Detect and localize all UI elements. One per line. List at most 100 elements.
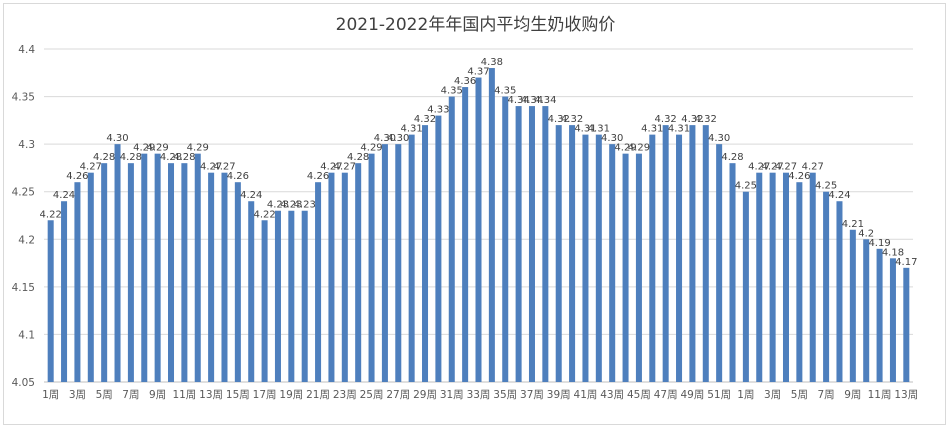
data-label: 4.29 — [628, 143, 650, 154]
x-tick-label: 45周 — [627, 389, 651, 401]
bar — [662, 125, 669, 382]
x-tick-label: 33周 — [467, 389, 491, 401]
bar — [208, 172, 215, 382]
data-label: 4.28 — [173, 152, 195, 163]
data-label: 4.31 — [574, 124, 596, 135]
data-labels: 4.224.244.264.274.284.304.284.294.294.28… — [40, 57, 918, 268]
bar — [756, 172, 763, 382]
bar — [863, 239, 870, 382]
data-label: 4.29 — [133, 143, 155, 154]
x-tick-label: 3周 — [69, 389, 86, 401]
bar — [515, 106, 522, 382]
y-tick-label: 4.3 — [18, 139, 35, 151]
bar — [355, 163, 362, 382]
data-label: 4.28 — [721, 152, 743, 163]
data-label: 4.30 — [708, 133, 730, 144]
x-tick-label: 21周 — [306, 389, 330, 401]
x-tick-label: 49周 — [680, 389, 704, 401]
bar — [234, 182, 241, 382]
x-tick-label: 15周 — [226, 389, 250, 401]
bar — [154, 153, 161, 382]
data-label: 4.32 — [561, 114, 583, 125]
x-tick-label: 1周 — [737, 389, 754, 401]
bar — [475, 77, 482, 383]
bar — [368, 153, 375, 382]
data-label: 4.27 — [320, 162, 342, 173]
x-tick-label: 3周 — [764, 389, 781, 401]
data-label: 4.21 — [842, 219, 864, 230]
x-tick-label: 13周 — [894, 389, 918, 401]
data-label: 4.23 — [280, 200, 302, 211]
bar — [488, 68, 495, 383]
x-tick-label: 11周 — [172, 389, 196, 401]
data-label: 4.27 — [213, 162, 235, 173]
x-tick-label: 11周 — [868, 389, 892, 401]
bar — [422, 125, 429, 382]
data-label: 4.19 — [868, 238, 890, 249]
bar — [408, 134, 415, 382]
bar — [435, 115, 442, 382]
data-label: 4.29 — [147, 143, 169, 154]
data-label: 4.28 — [160, 152, 182, 163]
data-label: 4.31 — [641, 124, 663, 135]
x-tick-label: 17周 — [253, 389, 277, 401]
bar — [114, 144, 121, 382]
data-label: 4.31 — [401, 124, 423, 135]
data-label: 4.30 — [106, 133, 128, 144]
data-label: 4.35 — [494, 86, 516, 97]
bar — [689, 125, 696, 382]
bar — [876, 248, 883, 382]
x-tick-label: 5周 — [96, 389, 113, 401]
data-label: 4.22 — [253, 209, 275, 220]
bar — [569, 125, 576, 382]
bar — [74, 182, 81, 382]
bar — [609, 144, 616, 382]
data-label: 4.36 — [454, 76, 476, 87]
bar — [823, 191, 830, 382]
data-label: 4.31 — [588, 124, 610, 135]
bar — [274, 210, 281, 382]
data-label: 4.32 — [681, 114, 703, 125]
x-tick-label: 7周 — [818, 389, 835, 401]
x-axis: 1周 3周 5周 7周 9周 11周 13周 15周 17周 19周 21周 23周 25周 27周 29周… — [42, 389, 918, 401]
data-label: 4.28 — [93, 152, 115, 163]
data-label: 4.2 — [858, 228, 874, 239]
data-label: 4.37 — [467, 67, 489, 78]
bar — [649, 134, 656, 382]
data-label: 4.27 — [761, 162, 783, 173]
x-tick-label: 19周 — [279, 389, 303, 401]
bar — [782, 172, 790, 382]
x-tick-label: 7周 — [122, 389, 139, 401]
x-tick-label: 9周 — [844, 389, 861, 401]
bar — [849, 229, 856, 382]
data-label: 4.22 — [40, 209, 62, 220]
bar — [127, 163, 134, 382]
data-label: 4.29 — [187, 143, 209, 154]
bar — [381, 144, 388, 382]
bar — [676, 134, 683, 382]
bar — [716, 144, 723, 382]
data-label: 4.34 — [507, 95, 529, 106]
bar — [341, 172, 348, 382]
bar — [221, 172, 228, 382]
y-tick-label: 4.1 — [18, 329, 35, 341]
bar — [315, 182, 322, 382]
bar — [395, 144, 402, 382]
data-label: 4.23 — [267, 200, 289, 211]
data-label: 4.32 — [548, 114, 570, 125]
bar — [528, 106, 535, 382]
bar — [582, 134, 589, 382]
y-tick-label: 4.35 — [12, 92, 35, 104]
bar — [903, 267, 910, 382]
x-tick-label: 39周 — [547, 389, 571, 401]
data-label: 4.35 — [441, 86, 463, 97]
data-label: 4.30 — [374, 133, 396, 144]
data-label: 4.24 — [240, 190, 262, 201]
data-label: 4.27 — [775, 162, 797, 173]
data-label: 4.28 — [120, 152, 142, 163]
bar — [141, 153, 148, 382]
data-label: 4.26 — [788, 171, 810, 182]
data-label: 4.26 — [227, 171, 249, 182]
y-tick-label: 4.4 — [18, 44, 35, 56]
